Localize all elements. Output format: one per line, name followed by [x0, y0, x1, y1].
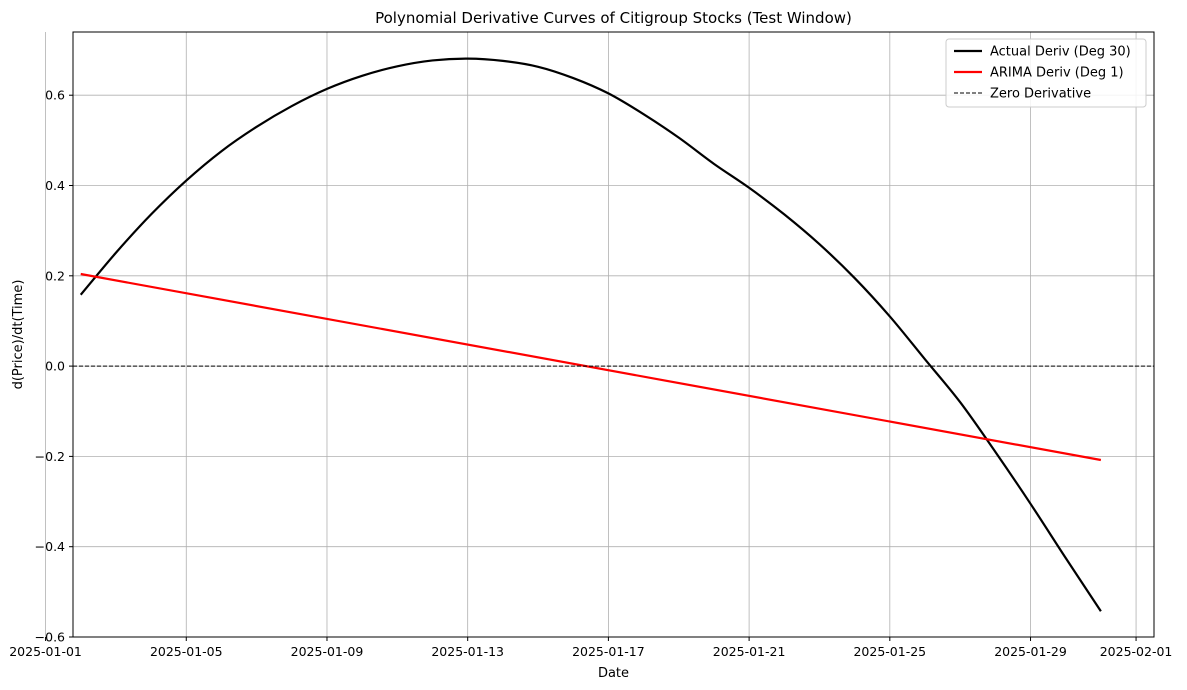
legend-box — [945, 38, 1147, 108]
y-tick-label: 0.2 — [45, 268, 65, 283]
x-tick-label: 2025-01-01 — [9, 644, 82, 659]
plot-frame — [72, 31, 1155, 638]
x-tick-label: 2025-01-25 — [853, 644, 926, 659]
y-axis-label: d(Price)/dt(Time) — [11, 280, 26, 390]
x-tick-label: 2025-01-21 — [713, 644, 786, 659]
legend-label: Actual Deriv (Deg 30) — [990, 45, 1131, 60]
x-tick-label: 2025-01-29 — [994, 644, 1067, 659]
y-tick-label: 0.6 — [45, 88, 65, 103]
legend-label: ARIMA Deriv (Deg 1) — [990, 66, 1124, 81]
y-tick-label: −0.4 — [35, 539, 65, 554]
legend-label: Zero Derivative — [990, 87, 1091, 102]
x-tick-label: 2025-01-05 — [150, 644, 223, 659]
axis-ticks: 2025-01-01 2025-01-05 2025-01-09 2025-01-13… — [9, 88, 1172, 659]
y-tick-label: 0.0 — [45, 359, 65, 374]
x-axis-label: Date — [598, 666, 629, 681]
y-tick-label: −0.2 — [35, 449, 65, 464]
x-tick-label: 2025-01-09 — [291, 644, 364, 659]
x-tick-label: 2025-01-17 — [572, 644, 645, 659]
y-tick-label: 0.4 — [45, 178, 65, 193]
y-tick-label: −0.6 — [35, 630, 65, 645]
series-layer — [73, 57, 1154, 612]
arima-deriv-line — [80, 272, 1102, 462]
x-tick-label: 2025-01-13 — [431, 644, 504, 659]
actual-deriv-line — [79, 57, 1102, 612]
legend: Actual Deriv (Deg 30) ARIMA Deriv (Deg 1)… — [945, 38, 1147, 108]
chart-title: Polynomial Derivative Curves of Citigrou… — [375, 9, 852, 27]
grid-lines — [45, 32, 1154, 638]
x-tick-label: 2025-02-01 — [1100, 644, 1173, 659]
